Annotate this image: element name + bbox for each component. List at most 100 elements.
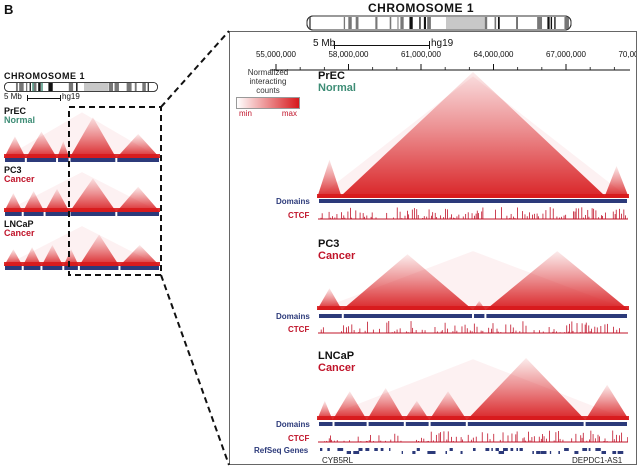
refseq-gene xyxy=(612,451,617,454)
ctcf-peak xyxy=(585,322,587,333)
ctcf-peak xyxy=(347,211,349,219)
ctcf-peak xyxy=(581,207,583,219)
chromosome-band xyxy=(48,83,53,91)
ctcf-peak xyxy=(397,435,399,442)
scale-bar xyxy=(334,45,430,46)
domain-bar xyxy=(319,199,342,203)
tad-triangle xyxy=(466,358,586,420)
tad-triangle xyxy=(317,159,342,198)
ctcf-peak xyxy=(542,434,543,442)
ctcf-peak xyxy=(436,331,438,333)
axis-tick-label: 61,000,000 xyxy=(401,50,442,59)
sample-label-pc3: PC3 Cancer xyxy=(318,238,356,262)
chromosome-band xyxy=(397,17,399,29)
ctcf-peak xyxy=(333,440,335,442)
chromosome-band xyxy=(147,83,149,91)
ctcf-peak xyxy=(560,216,562,219)
ctcf-peak xyxy=(588,216,590,219)
ctcf-peak xyxy=(591,328,592,333)
ctcf-peak xyxy=(431,215,432,219)
track-label-domains-2: Domains xyxy=(276,312,310,321)
heatmap-prec xyxy=(317,72,629,198)
ctcf-peak xyxy=(476,210,478,219)
ctcf-peak xyxy=(430,431,432,442)
ctcf-peak xyxy=(578,208,580,219)
heatmap-diagonal xyxy=(4,262,160,266)
ctcf-peak xyxy=(586,440,588,442)
tad-triangle xyxy=(366,388,405,420)
ctcf-peak xyxy=(386,322,388,333)
tad-triangle xyxy=(25,131,58,158)
domain-bar xyxy=(343,314,472,318)
ctcf-peak xyxy=(353,330,355,333)
track-label-ctcf-1: CTCF xyxy=(288,211,310,220)
ctcf-peak xyxy=(613,439,615,442)
sample-label-lncap: LNCaP Cancer xyxy=(318,350,356,374)
chromosome-band xyxy=(142,83,146,91)
ctcf-peak xyxy=(540,438,542,442)
condition-cancer-pc3: Cancer xyxy=(318,250,356,262)
ctcf-peak xyxy=(615,209,617,219)
domain-bar xyxy=(340,199,606,203)
legend-title-3: counts xyxy=(256,86,280,95)
ctcf-peak xyxy=(331,439,333,442)
refseq-gene xyxy=(472,448,476,451)
tad-triangle xyxy=(4,249,23,266)
tad-triangle xyxy=(604,166,629,198)
chromosome-band xyxy=(76,83,78,91)
chromosome-band xyxy=(19,83,24,91)
ctcf-peak xyxy=(606,323,608,333)
heatmap-diagonal xyxy=(317,194,629,198)
left-label-pc3: PC3 Cancer xyxy=(4,165,35,184)
chromosome-band xyxy=(33,83,37,91)
ctcf-peak xyxy=(370,434,371,442)
ctcf-peak xyxy=(525,325,527,333)
ctcf-peak xyxy=(511,332,513,333)
ctcf-peak xyxy=(348,326,349,333)
left-chromosome-highlight xyxy=(32,82,43,92)
ctcf-track-lncap xyxy=(318,430,628,443)
chromosome-band xyxy=(547,17,550,29)
ctcf-peak xyxy=(575,433,577,442)
ctcf-peak xyxy=(596,327,598,333)
ctcf-peak xyxy=(343,440,345,442)
ctcf-peak xyxy=(443,431,445,442)
chromosome-band xyxy=(494,17,497,29)
ctcf-peak xyxy=(619,328,620,333)
ctcf-peak xyxy=(351,217,353,219)
ctcf-peak xyxy=(423,216,425,219)
tad-triangle xyxy=(22,191,45,212)
ctcf-peak xyxy=(324,441,325,442)
ctcf-peak xyxy=(571,321,573,333)
refseq-gene xyxy=(582,448,588,451)
ctcf-peak xyxy=(600,325,602,333)
heatmap-lncap xyxy=(317,358,629,420)
ctcf-peak xyxy=(499,439,501,442)
ctcf-peak xyxy=(461,326,463,333)
ctcf-peak xyxy=(556,331,557,333)
refseq-gene xyxy=(510,448,514,451)
ctcf-peak xyxy=(404,215,406,219)
ctcf-peak xyxy=(556,216,558,219)
refseq-gene xyxy=(327,448,330,451)
ctcf-peak xyxy=(434,327,436,333)
refseq-gene xyxy=(337,448,344,451)
refseq-gene xyxy=(445,451,448,454)
ctcf-peak xyxy=(334,217,336,219)
ctcf-peak xyxy=(451,436,452,442)
ctcf-peak xyxy=(454,217,456,219)
ctcf-peak xyxy=(593,208,595,219)
ctcf-peak xyxy=(545,210,547,219)
left-assembly-label: hg19 xyxy=(62,92,80,101)
left-heatmap-prec xyxy=(4,112,160,162)
ctcf-peak xyxy=(522,211,523,219)
track-label-domains-3: Domains xyxy=(276,420,310,429)
ctcf-peak xyxy=(328,438,330,442)
ctcf-peak xyxy=(603,441,605,442)
chromosome-band xyxy=(348,17,352,29)
ctcf-peak xyxy=(346,327,347,333)
ctcf-peak xyxy=(559,438,561,442)
ctcf-peak xyxy=(456,216,458,219)
axis-tick-label: 58,000,000 xyxy=(328,50,369,59)
domain-bar xyxy=(70,212,116,216)
